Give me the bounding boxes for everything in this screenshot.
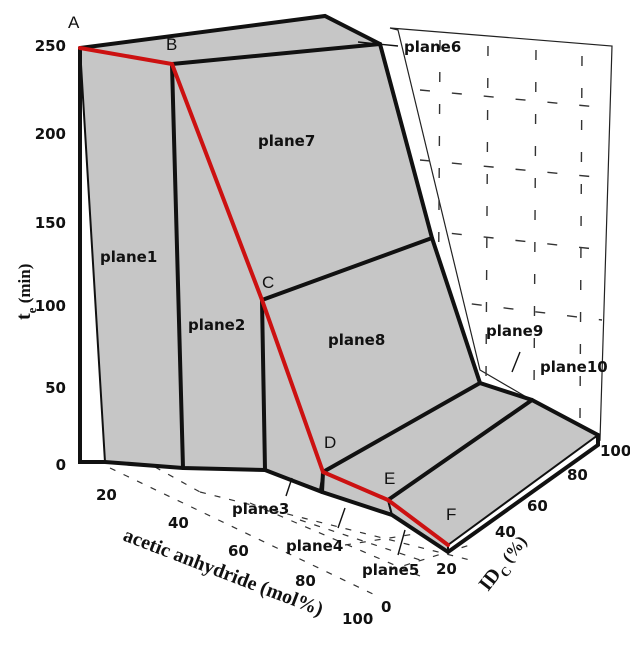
plane10-label: plane10 — [540, 358, 608, 376]
surface-edges — [78, 13, 600, 555]
ridge-line — [78, 46, 450, 547]
vtick-1: 200 — [35, 125, 66, 143]
plane-labels: plane1 plane2 plane3 plane4 plane5 plane… — [100, 38, 608, 579]
svg-text:te (min): te (min) — [13, 264, 39, 320]
plane4-label: plane4 — [286, 537, 343, 555]
y-axis: 0 20 40 60 80 100 IDC (%) — [381, 442, 630, 616]
ytick-3: 60 — [527, 497, 548, 515]
point-b-label: B — [166, 35, 177, 54]
xtick-4: 100 — [342, 610, 373, 628]
vertical-axis: 250 200 150 100 50 0 te (min) — [13, 37, 66, 474]
floor-grid — [109, 466, 471, 596]
vtick-2: 150 — [35, 214, 66, 232]
xtick-1: 40 — [168, 514, 189, 532]
back-wall-grid — [419, 39, 609, 419]
ytick-4: 80 — [567, 466, 588, 484]
point-f-label: F — [446, 505, 456, 524]
xtick-0: 20 — [96, 486, 117, 504]
plane6-label: plane6 — [404, 38, 461, 56]
plane3-label: plane3 — [232, 500, 289, 518]
ytick-0: 0 — [381, 598, 391, 616]
ytick-2: 40 — [495, 523, 516, 541]
plane1-label: plane1 — [100, 248, 157, 266]
point-d-label: D — [324, 433, 336, 452]
plane9-label: plane9 — [486, 322, 543, 340]
point-e-label: E — [384, 469, 395, 488]
plane5-label: plane5 — [362, 561, 419, 579]
ytick-1: 20 — [436, 560, 457, 578]
xtick-2: 60 — [228, 542, 249, 560]
vtick-5: 0 — [56, 456, 66, 474]
plane2-label: plane2 — [188, 316, 245, 334]
plane7-label: plane7 — [258, 132, 315, 150]
plane8-label: plane8 — [328, 331, 385, 349]
vertical-axis-label: te (min) — [13, 264, 39, 320]
vtick-0: 250 — [35, 37, 66, 55]
point-a-label: A — [68, 13, 80, 32]
xtick-3: 80 — [295, 572, 316, 590]
ytick-5: 100 — [600, 442, 630, 460]
vtick-4: 50 — [45, 379, 66, 397]
point-c-label: C — [262, 273, 274, 292]
label-pointers — [285, 41, 521, 556]
point-labels: A B C D E F — [68, 13, 456, 524]
vtick-3: 100 — [35, 297, 66, 315]
